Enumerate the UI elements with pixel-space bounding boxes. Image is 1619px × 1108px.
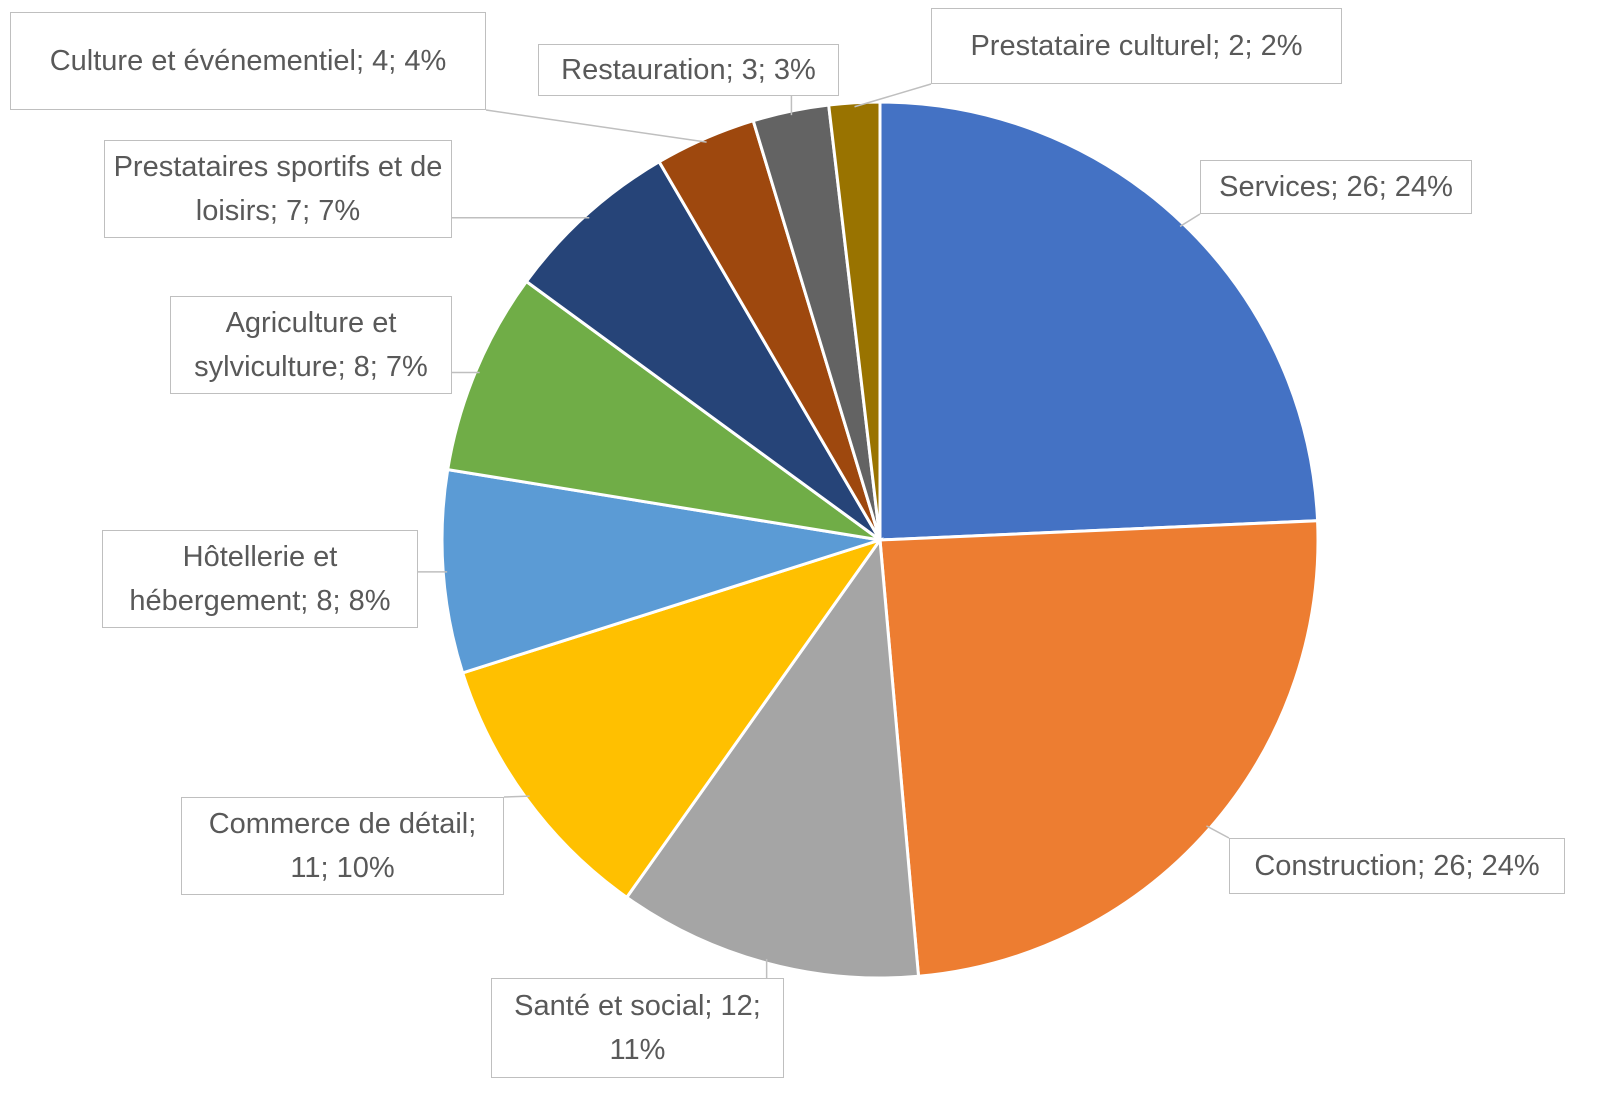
data-label: Culture et événementiel; 4; 4% [10,12,486,110]
data-label: Prestataires sportifs et de loisirs; 7; … [104,140,452,238]
data-label: Services; 26; 24% [1200,160,1472,214]
leader-line [485,109,707,143]
data-label: Prestataire culturel; 2; 2% [931,8,1342,84]
data-label: Construction; 26; 24% [1229,838,1565,894]
data-label: Santé et social; 12; 11% [491,978,784,1078]
slice [445,279,881,542]
leader-line [1179,213,1201,228]
slice [878,100,1320,542]
leader-line [503,795,530,798]
data-label: Restauration; 3; 3% [538,44,839,96]
slice [524,159,882,542]
data-label: Hôtellerie et hébergement; 8; 8% [102,530,418,628]
slice [624,535,921,980]
data-label: Agriculture et sylviculture; 8; 7% [170,296,452,394]
data-label: Commerce de détail; 11; 10% [181,797,504,895]
leader-line [1206,825,1230,839]
slice [827,100,882,541]
slice [460,537,884,900]
leader-line [854,83,932,108]
slice [878,519,1320,978]
